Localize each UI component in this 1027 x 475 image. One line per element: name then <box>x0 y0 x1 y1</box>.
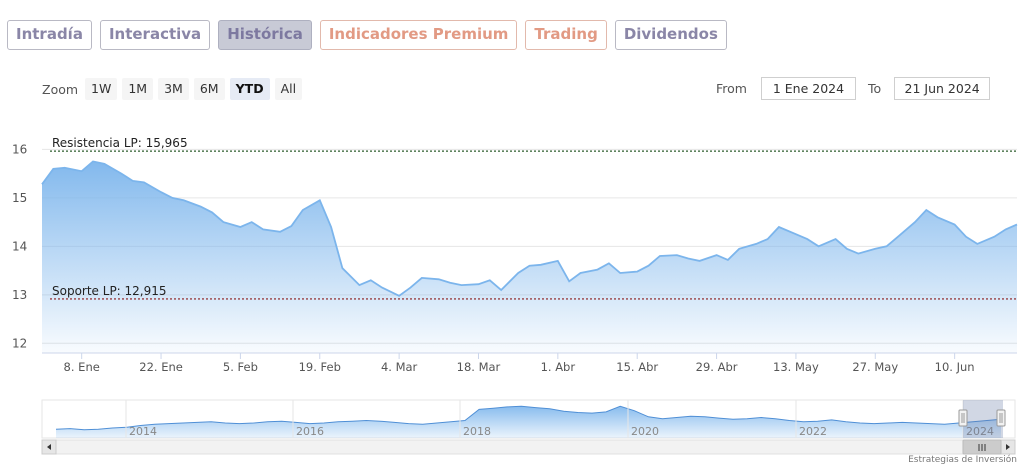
navigator-year-label: 2016 <box>296 425 324 438</box>
x-tick-label: 4. Mar <box>381 360 418 374</box>
navigator-right-handle[interactable] <box>996 409 1006 427</box>
zoom-label: Zoom <box>42 81 79 97</box>
to-date-input[interactable]: 21 Jun 2024 <box>894 77 991 100</box>
y-tick-label: 13 <box>12 288 27 302</box>
scroll-left-arrow-icon <box>47 444 51 450</box>
from-date-input[interactable]: 1 Ene 2024 <box>760 77 856 100</box>
zoom-button-3m[interactable]: 3M <box>158 78 189 100</box>
x-tick-label: 1. Abr <box>541 360 576 374</box>
x-tick-label: 22. Ene <box>139 360 183 374</box>
x-tick-label: 27. May <box>852 360 898 374</box>
credits-link[interactable]: Estrategias de Inversión <box>908 455 1017 465</box>
x-tick-label: 19. Feb <box>299 360 341 374</box>
y-tick-label: 15 <box>12 191 27 205</box>
x-tick-label: 13. May <box>773 360 819 374</box>
zoom-button-6m[interactable]: 6M <box>193 78 225 100</box>
price-line <box>41 160 1018 297</box>
navigator-year-label: 2022 <box>799 425 827 438</box>
zoom-button-all[interactable]: All <box>274 78 303 100</box>
tab-dividendos[interactable]: Dividendos <box>614 20 727 50</box>
tab-trading[interactable]: Trading <box>525 20 607 50</box>
zoom-button-group: 1W 1M 3M 6M YTD All <box>85 78 307 100</box>
x-tick-label: 29. Abr <box>696 360 738 374</box>
zoom-button-1m[interactable]: 1M <box>122 78 154 100</box>
resistance-label: Resistencia LP: 15,965 <box>52 136 188 150</box>
x-tick-label: 8. Ene <box>64 360 100 374</box>
navigator-selection <box>963 400 1003 438</box>
zoom-selector: Zoom 1W 1M 3M 6M YTD All <box>42 78 307 100</box>
tab-interactiva[interactable]: Interactiva <box>99 20 211 50</box>
x-tick-label: 15. Abr <box>616 360 658 374</box>
price-area <box>42 161 1017 353</box>
tab-bar: Intradía Interactiva Histórica Indicadores … <box>7 20 727 50</box>
navigator-year-label: 2014 <box>129 425 157 438</box>
zoom-button-ytd[interactable]: YTD <box>229 78 270 100</box>
scrollbar-track[interactable] <box>41 439 1016 455</box>
navigator-year-label: 2020 <box>631 425 659 438</box>
x-tick-label: 5. Feb <box>223 360 258 374</box>
navigator-line <box>55 405 1002 431</box>
tab-histórica[interactable]: Histórica <box>218 20 312 50</box>
y-tick-label: 14 <box>12 239 27 253</box>
navigator-left-handle[interactable] <box>958 409 968 427</box>
x-tick-label: 18. Mar <box>457 360 501 374</box>
tab-indicadores-premium[interactable]: Indicadores Premium <box>319 20 518 50</box>
support-label: Soporte LP: 12,915 <box>52 284 167 298</box>
from-label: From <box>716 81 747 96</box>
zoom-button-1w[interactable]: 1W <box>85 78 118 100</box>
x-tick-label: 10. Jun <box>935 360 975 374</box>
to-label: To <box>867 81 882 96</box>
y-tick-label: 12 <box>12 336 27 350</box>
date-range: From 1 Ene 2024 To 21 Jun 2024 <box>716 77 991 100</box>
navigator-area <box>56 406 1001 438</box>
y-tick-label: 16 <box>12 142 27 156</box>
scroll-right-arrow-icon <box>1006 444 1010 450</box>
tab-intradía[interactable]: Intradía <box>7 20 92 50</box>
navigator-year-label: 2024 <box>966 425 994 438</box>
navigator-year-label: 2018 <box>463 425 491 438</box>
